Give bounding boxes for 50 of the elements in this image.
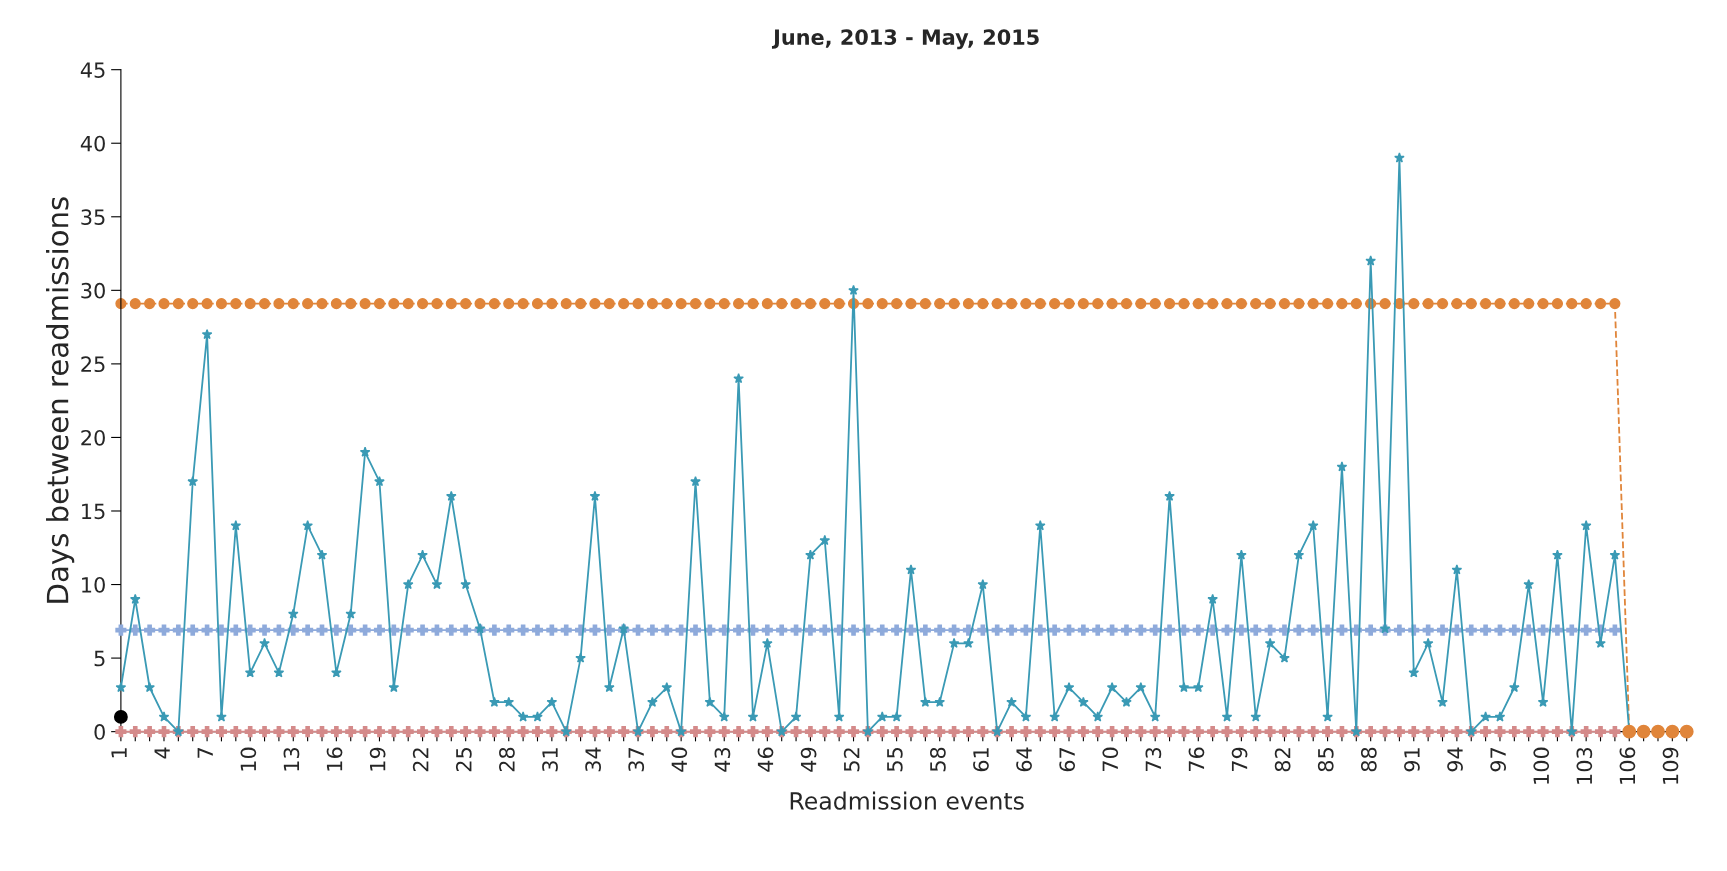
y-tick-label: 5 bbox=[94, 650, 105, 667]
x-tick-label: 100 bbox=[1533, 747, 1550, 784]
x-tick-label: 88 bbox=[1360, 747, 1377, 772]
x-tick-label: 49 bbox=[800, 747, 817, 772]
x-tick-label: 43 bbox=[714, 747, 731, 772]
y-tick-label: 35 bbox=[81, 209, 105, 225]
x-tick-label: 52 bbox=[843, 748, 860, 772]
x-tick-label: 76 bbox=[1188, 747, 1205, 772]
x-tick-label: 94 bbox=[1447, 747, 1463, 772]
x-tick-label: 31 bbox=[542, 748, 558, 772]
x-tick-label: 22 bbox=[412, 748, 429, 772]
x-tick-label: 55 bbox=[887, 748, 903, 772]
x-tick-label: 91 bbox=[1404, 748, 1420, 772]
x-tick-label: 109 bbox=[1662, 747, 1679, 784]
y-tick-label: 10 bbox=[82, 576, 105, 593]
x-tick-label: 70 bbox=[1102, 747, 1119, 772]
x-tick-label: 37 bbox=[628, 748, 645, 772]
y-tick-label: 45 bbox=[80, 62, 105, 78]
y-axis-title: Days between readmissions bbox=[46, 197, 75, 603]
x-tick-label: 73 bbox=[1145, 747, 1162, 772]
y-tick-label: 30 bbox=[81, 282, 105, 299]
x-tick-label: 19 bbox=[369, 747, 386, 771]
x-tick-label: 1 bbox=[111, 748, 127, 758]
x-tick-label: 4 bbox=[154, 747, 170, 759]
x-tick-label: 40 bbox=[671, 747, 688, 772]
x-tick-label: 16 bbox=[326, 747, 343, 771]
x-tick-label: 82 bbox=[1274, 748, 1291, 772]
x-tick-label: 7 bbox=[197, 748, 213, 758]
x-tick-label: 13 bbox=[283, 747, 300, 771]
x-tick-label: 103 bbox=[1576, 747, 1593, 784]
x-tick-label: 25 bbox=[455, 748, 472, 772]
x-axis-title: Readmission events bbox=[790, 791, 1024, 810]
x-tick-label: 10 bbox=[240, 747, 257, 771]
y-tick-label: 0 bbox=[94, 724, 105, 740]
x-tick-label: 67 bbox=[1059, 748, 1076, 772]
x-tick-label: 85 bbox=[1317, 748, 1334, 772]
x-tick-label: 79 bbox=[1231, 747, 1248, 772]
y-tick-label: 25 bbox=[81, 356, 105, 373]
x-tick-label: 106 bbox=[1619, 747, 1636, 784]
x-tick-label: 46 bbox=[757, 747, 774, 772]
y-tick-label: 20 bbox=[81, 429, 105, 446]
x-tick-label: 58 bbox=[930, 747, 946, 772]
x-tick-label: 28 bbox=[499, 747, 515, 772]
x-tick-label: 34 bbox=[585, 747, 601, 772]
y-tick-label: 15 bbox=[82, 503, 105, 520]
x-tick-label: 97 bbox=[1490, 748, 1507, 772]
y-tick-label: 40 bbox=[80, 135, 105, 152]
chart-title: June, 2013 - May, 2015 bbox=[771, 29, 1039, 50]
x-tick-label: 64 bbox=[1016, 747, 1032, 772]
x-tick-label: 61 bbox=[973, 748, 989, 772]
